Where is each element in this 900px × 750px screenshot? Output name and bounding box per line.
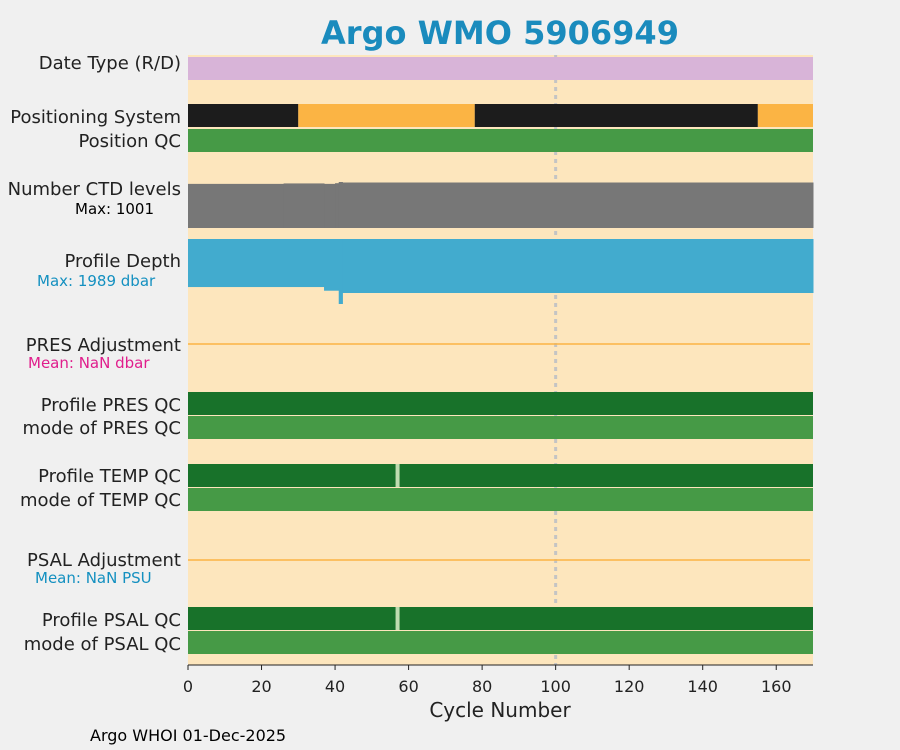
chart-title: Argo WMO 5906949 xyxy=(321,14,679,52)
plot-area xyxy=(188,55,814,665)
row-label-12: mode of PSAL QC xyxy=(24,634,181,655)
row-12-bar xyxy=(188,631,813,654)
profile-depth-bar-0 xyxy=(188,239,325,288)
row-label-5: PRES Adjustment xyxy=(26,335,181,356)
row-11-gap xyxy=(395,607,400,630)
row-sublabel-5: Mean: NaN dbar xyxy=(28,354,150,372)
profile-depth-bar-3 xyxy=(342,239,814,293)
row-8-gap xyxy=(395,464,400,487)
x-tick-label-7: 140 xyxy=(687,677,718,696)
x-axis-label: Cycle Number xyxy=(429,698,571,722)
row-label-0: Date Type (R/D) xyxy=(39,53,181,74)
row-11-bar xyxy=(188,607,813,630)
row-label-7: mode of PRES QC xyxy=(23,418,181,439)
x-tick-label-0: 0 xyxy=(183,677,193,696)
positioning-segment-3 xyxy=(757,104,813,127)
row-label-8: Profile TEMP QC xyxy=(38,466,181,487)
x-tick-label-2: 40 xyxy=(325,677,345,696)
ctd-levels-bar-3 xyxy=(335,183,340,228)
row-label-4: Profile Depth xyxy=(64,251,181,272)
x-tick-label-8: 160 xyxy=(761,677,792,696)
row-8-bar xyxy=(188,464,813,487)
profile-depth-bar-1 xyxy=(324,239,340,291)
row-2-bar xyxy=(188,129,813,152)
row-label-3: Number CTD levels xyxy=(8,179,181,200)
row-label-10: PSAL Adjustment xyxy=(27,550,181,571)
x-tick-label-4: 80 xyxy=(472,677,492,696)
ctd-levels-bar-1 xyxy=(283,183,325,228)
x-tick-label-5: 100 xyxy=(540,677,571,696)
row-label-11: Profile PSAL QC xyxy=(42,610,181,631)
positioning-segment-0 xyxy=(188,104,299,127)
footer-text: Argo WHOI 01-Dec-2025 xyxy=(90,726,286,745)
row-7-bar xyxy=(188,416,813,439)
row-label-6: Profile PRES QC xyxy=(41,395,181,416)
ctd-levels-bar-4 xyxy=(338,182,343,228)
row-label-2: Position QC xyxy=(78,131,181,152)
row-6-bar xyxy=(188,392,813,415)
ctd-levels-bar-5 xyxy=(342,182,814,228)
x-tick-label-6: 120 xyxy=(614,677,645,696)
row-label-9: mode of TEMP QC xyxy=(20,490,181,511)
row-sublabel-3: Max: 1001 xyxy=(75,200,154,218)
plot-background xyxy=(188,55,813,665)
row-9-bar xyxy=(188,488,813,511)
row-label-1: Positioning System xyxy=(10,107,181,128)
x-tick-label-1: 20 xyxy=(251,677,271,696)
x-tick-label-3: 60 xyxy=(398,677,418,696)
row-0-bar xyxy=(188,57,813,80)
positioning-segment-1 xyxy=(298,104,475,127)
row-sublabel-4: Max: 1989 dbar xyxy=(37,272,156,290)
profile-depth-bar-2 xyxy=(338,239,343,304)
positioning-segment-2 xyxy=(474,104,758,127)
ctd-levels-bar-2 xyxy=(324,183,336,228)
row-sublabel-10: Mean: NaN PSU xyxy=(35,569,152,587)
ctd-levels-bar-0 xyxy=(188,183,285,228)
row-labels: Date Type (R/D) Positioning System Positio… xyxy=(8,53,181,655)
x-axis: 0 20 40 60 80 100 120 140 160 xyxy=(183,664,813,696)
